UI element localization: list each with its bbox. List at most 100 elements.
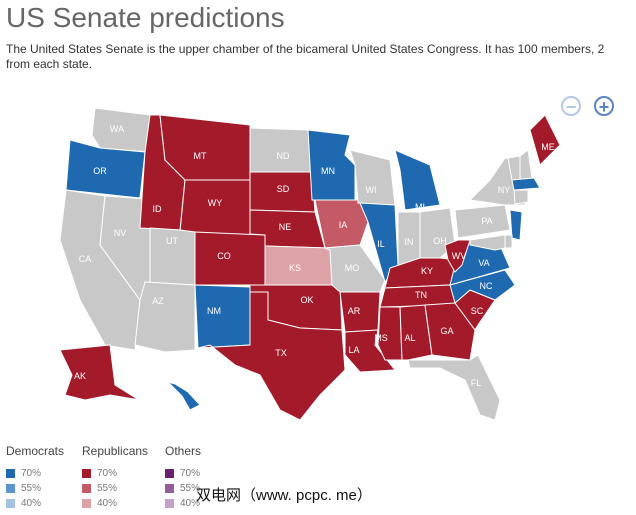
state-label: NM	[207, 306, 221, 316]
state-label: MN	[321, 166, 335, 176]
legend-others: Others 70% 55% 40%	[165, 444, 201, 511]
legend-label: 40%	[180, 498, 201, 509]
state-label: AR	[348, 306, 361, 316]
state-label: NE	[279, 222, 292, 232]
legend-item: 55%	[165, 481, 201, 496]
legend-swatch	[82, 499, 91, 508]
legend-item: 55%	[6, 481, 64, 496]
state-fl[interactable]	[407, 354, 501, 421]
legend-title: Others	[165, 444, 202, 458]
legend-democrats: Democrats 70% 55% 40%	[6, 444, 64, 511]
state-label: PA	[481, 216, 492, 226]
state-label: FL	[471, 378, 482, 388]
state-label: WI	[366, 185, 377, 195]
state-label: GA	[440, 326, 453, 336]
legend-item: 40%	[82, 496, 148, 511]
state-ak[interactable]	[59, 344, 156, 411]
legend-label: 40%	[21, 498, 42, 509]
state-label: CO	[217, 251, 231, 261]
legend-item: 40%	[165, 496, 201, 511]
zoom-in-button[interactable]: +	[594, 96, 614, 117]
legend-label: 40%	[97, 498, 118, 509]
state-label: IL	[377, 239, 385, 249]
state-label: AL	[404, 333, 415, 343]
legend-label: 55%	[21, 483, 42, 494]
legend-swatch	[82, 484, 91, 493]
state-de[interactable]	[504, 234, 513, 249]
description: The United States Senate is the upper ch…	[6, 42, 605, 71]
state-ga[interactable]	[424, 302, 476, 361]
state-label: OK	[300, 295, 313, 305]
state-label: MT	[194, 151, 207, 161]
state-nm[interactable]	[194, 284, 251, 349]
state-tx[interactable]	[197, 291, 346, 421]
legend-item: 55%	[82, 481, 148, 496]
state-la[interactable]	[344, 329, 396, 373]
state-label: MO	[345, 263, 360, 273]
legend-republicans: Republicans 70% 55% 40%	[82, 444, 148, 511]
state-hi[interactable]	[166, 380, 201, 411]
state-label: WV	[452, 251, 467, 261]
state-label: KS	[289, 263, 301, 273]
legend-title: Republicans	[82, 444, 149, 458]
legend-label: 70%	[180, 468, 201, 479]
legend-swatch	[6, 469, 15, 478]
state-label: AZ	[152, 296, 164, 306]
legend-item: 70%	[82, 466, 148, 481]
state-label: OR	[93, 166, 107, 176]
state-nh[interactable]	[519, 149, 533, 181]
state-label: WA	[110, 124, 124, 134]
state-ma[interactable]	[511, 177, 541, 191]
state-label: SD	[277, 184, 290, 194]
legend-swatch	[82, 469, 91, 478]
state-label: OH	[433, 236, 447, 246]
state-label: IA	[339, 220, 348, 230]
state-ms[interactable]	[377, 306, 403, 361]
page-title: US Senate predictions	[6, 2, 285, 33]
state-ct[interactable]	[513, 189, 529, 205]
state-nj[interactable]	[509, 209, 523, 241]
state-label: MS	[374, 333, 388, 343]
zoom-out-button[interactable]: −	[561, 96, 581, 117]
legend-swatch	[165, 484, 174, 493]
state-label: AK	[74, 371, 86, 381]
state-or[interactable]	[65, 139, 146, 199]
legend-label: 55%	[97, 483, 118, 494]
state-ia[interactable]	[314, 199, 369, 249]
legend-label: 70%	[21, 468, 42, 479]
us-map: WA OR CA NV ID MT WY UT AZ CO NM ND SD NE KS OK TX MN IA MO…	[59, 107, 561, 421]
watermark: 双电网（www. pcpc. me）	[196, 487, 372, 504]
state-label: NY	[498, 185, 511, 195]
state-label: SC	[471, 306, 484, 316]
state-mn[interactable]	[307, 129, 356, 201]
state-label: TX	[275, 348, 287, 358]
state-nc[interactable]	[449, 269, 516, 304]
state-az[interactable]	[134, 281, 196, 353]
state-mi[interactable]	[394, 149, 441, 211]
state-wi[interactable]	[349, 149, 396, 206]
state-al[interactable]	[399, 304, 433, 361]
state-md[interactable]	[469, 234, 506, 251]
legend-item: 70%	[6, 466, 64, 481]
legend-swatch	[6, 484, 15, 493]
legend-label: 55%	[180, 483, 201, 494]
legend-swatch	[165, 469, 174, 478]
state-nd[interactable]	[249, 127, 313, 173]
state-label: WY	[208, 198, 223, 208]
legend-swatch	[6, 499, 15, 508]
legend-item: 40%	[6, 496, 64, 511]
legend-title: Democrats	[6, 444, 65, 458]
state-wv[interactable]	[444, 239, 471, 273]
state-label: LA	[348, 345, 359, 355]
state-label: ND	[277, 151, 290, 161]
state-label: VA	[478, 258, 489, 268]
state-me[interactable]	[529, 114, 561, 166]
state-label: NC	[480, 281, 493, 291]
state-label: KY	[421, 266, 433, 276]
state-label: ID	[153, 204, 163, 214]
legend-swatch	[165, 499, 174, 508]
state-label: CA	[79, 254, 92, 264]
state-label: IN	[405, 237, 414, 247]
legend-item: 70%	[165, 466, 201, 481]
state-pa[interactable]	[454, 204, 511, 239]
